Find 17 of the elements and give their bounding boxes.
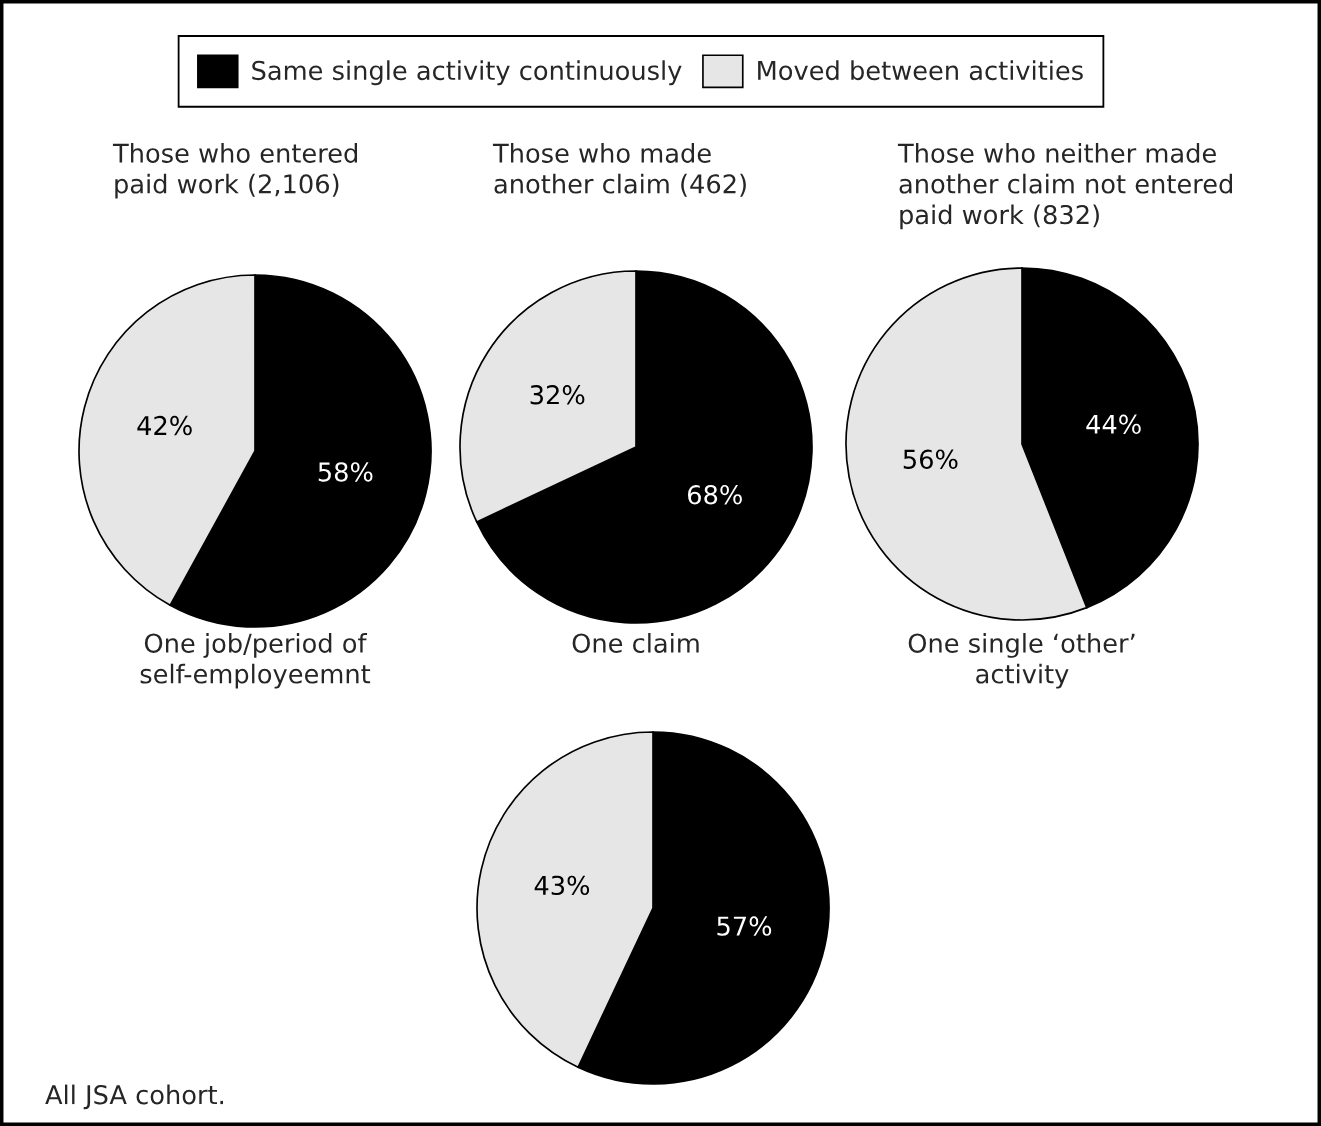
chart-title: Those who neither made another claim not entered paid work (832): [897, 143, 1232, 230]
data-label: 68%: [688, 485, 742, 505]
data-label: 57%: [717, 916, 772, 936]
data-label: 42%: [137, 415, 192, 436]
text: One claim: [572, 633, 699, 653]
data-label: 58%: [318, 462, 373, 482]
text: All JSA cohort.: [45, 1084, 224, 1110]
data-label: 32%: [530, 385, 585, 405]
text: One job/period of self-employeemnt: [140, 633, 371, 689]
data-label: 56%: [903, 449, 958, 469]
data-label: 43%: [534, 875, 590, 896]
text: Those who entered paid work (2,106): [112, 143, 357, 199]
text: One single ‘other’ activity: [908, 633, 1135, 689]
legend-label: Same single activity continuously: [252, 60, 682, 86]
chart-title: Those who made another claim (462): [492, 143, 746, 197]
legend-label: Moved between activities: [758, 60, 1083, 81]
data-label: 44%: [1086, 414, 1141, 434]
